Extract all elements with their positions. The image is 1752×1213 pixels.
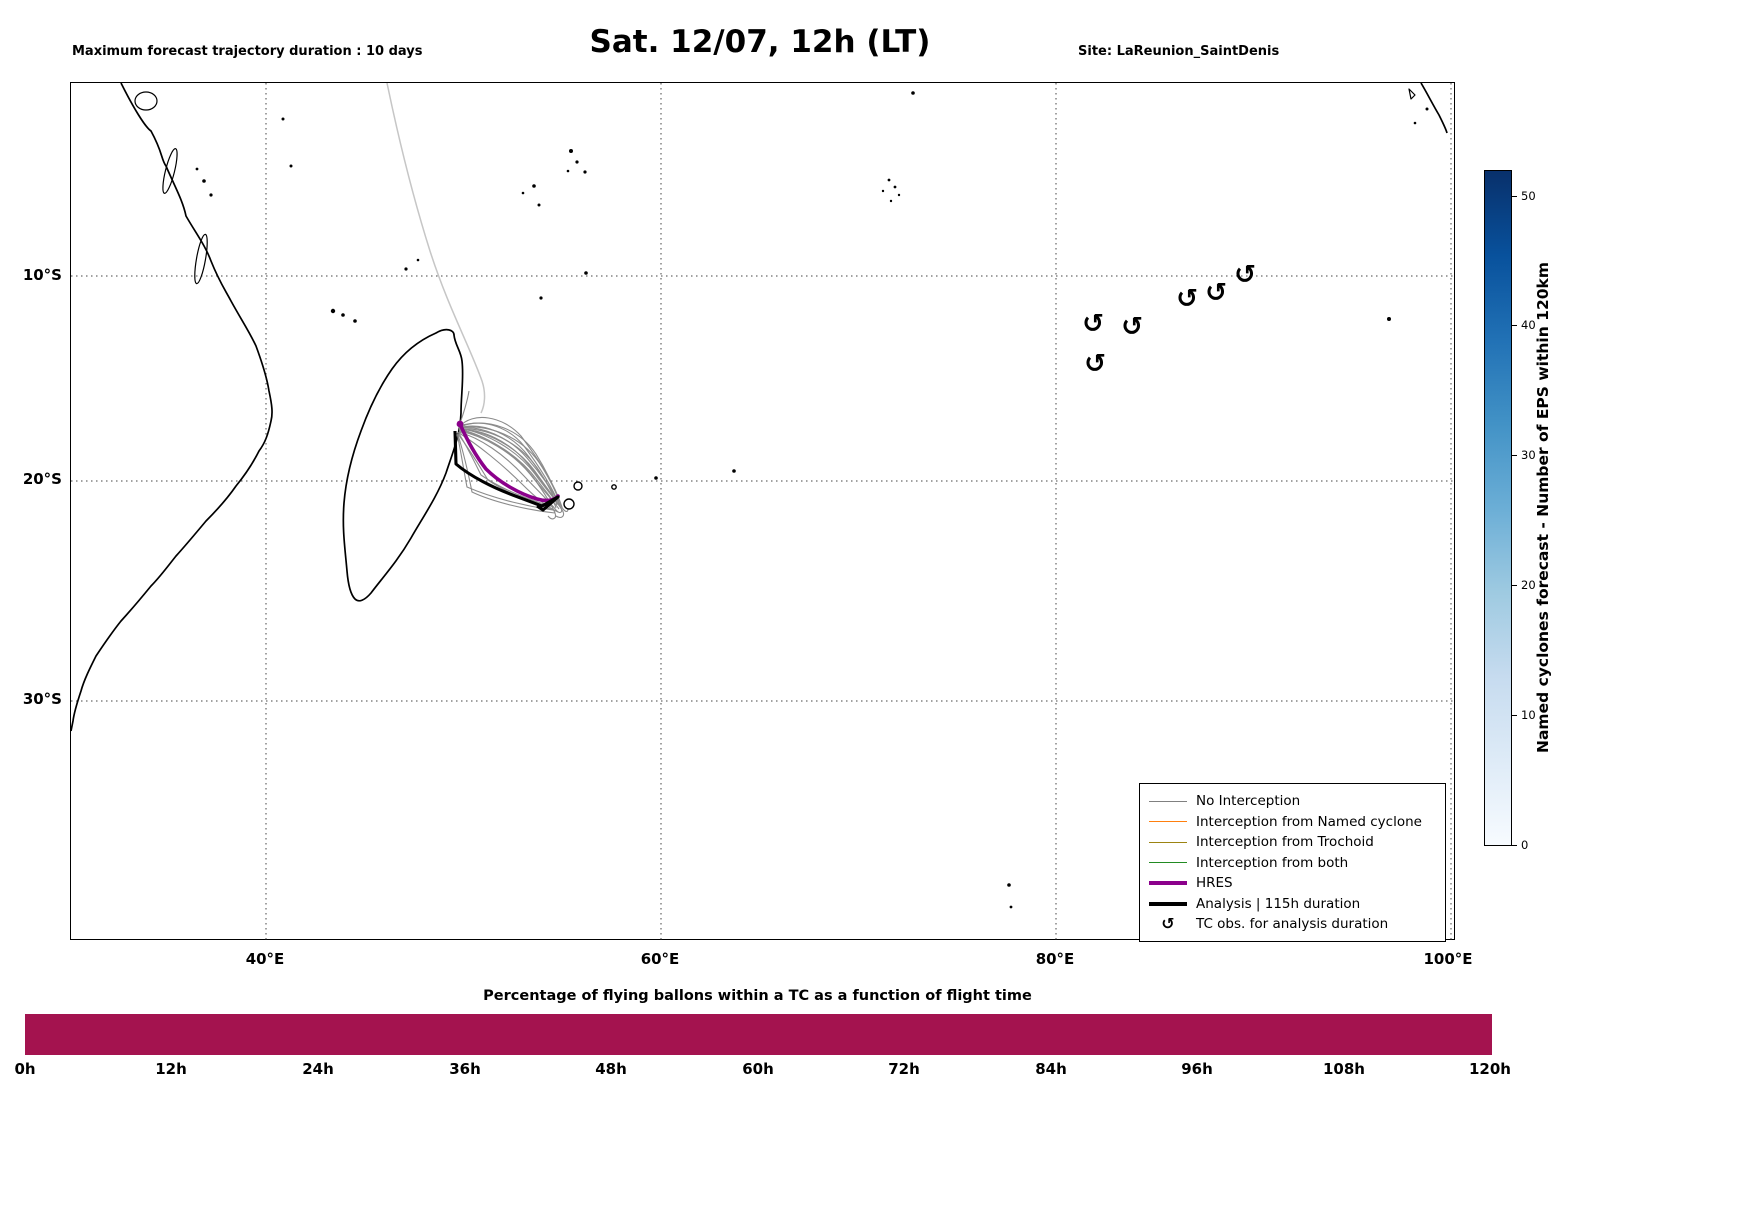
legend-item-trochoid: Interception from Trochoid — [1149, 832, 1435, 853]
flight-time-tick-12h: 12h — [155, 1060, 187, 1078]
flight-time-tick-120h: 120h — [1469, 1060, 1511, 1078]
reunion-island-outline — [563, 498, 575, 510]
flight-time-tick-72h: 72h — [888, 1060, 920, 1078]
bottom-chart-title: Percentage of flying ballons within a TC… — [483, 988, 1032, 1004]
mascarene-islands — [563, 481, 617, 510]
flight-time-tick-24h: 24h — [302, 1060, 334, 1078]
legend-line-olive — [1149, 841, 1187, 843]
colorbar-tick-40: 40 — [1521, 318, 1536, 332]
map-gridlines — [71, 83, 1456, 941]
colorbar-tick-20: 20 — [1521, 578, 1536, 592]
small-islands — [195, 91, 1429, 909]
flight-time-tick-108h: 108h — [1323, 1060, 1365, 1078]
hres-start-point — [456, 420, 464, 428]
trajectory-faint-north — [386, 83, 486, 414]
tc-obs-icon: ↺ — [1205, 278, 1227, 308]
legend-line-orange — [1149, 821, 1187, 823]
flight-time-tick-48h: 48h — [595, 1060, 627, 1078]
flight-time-tick-96h: 96h — [1181, 1060, 1213, 1078]
tc-obs-icon: ↺ — [1084, 349, 1106, 379]
site-name: Site: LaReunion_SaintDenis — [1078, 44, 1280, 59]
legend-line-green — [1149, 862, 1187, 864]
legend-item-named-cyclone: Interception from Named cyclone — [1149, 812, 1435, 833]
tc-observation-markers: ↺ ↺ ↺ ↺ ↺ ↺ — [1082, 260, 1256, 379]
tc-obs-legend-icon: ↺ — [1161, 914, 1175, 934]
lake-victoria-outline — [134, 91, 158, 111]
legend-item-hres: HRES — [1149, 873, 1435, 894]
colorbar-tick — [1512, 585, 1517, 587]
flight-time-tick-84h: 84h — [1035, 1060, 1067, 1078]
map-panel: ↺ ↺ ↺ ↺ ↺ ↺ No Interception Interception… — [70, 82, 1456, 942]
lake-tanganyika-outline — [162, 148, 178, 194]
legend-item-both: Interception from both — [1149, 853, 1435, 874]
colorbar-tick — [1512, 325, 1517, 327]
colorbar-axis-label: Named cyclones forecast - Number of EPS … — [1534, 262, 1552, 754]
tc-obs-icon: ↺ — [1121, 312, 1143, 342]
map-canvas: ↺ ↺ ↺ ↺ ↺ ↺ — [71, 83, 1456, 941]
flight-time-tick-36h: 36h — [449, 1060, 481, 1078]
param-duration: Maximum forecast trajectory duration : 1… — [72, 44, 423, 59]
map-legend: No Interception Interception from Named … — [1139, 783, 1446, 942]
lat-tick-10s: 10°S — [22, 266, 62, 284]
colorbar-tick — [1512, 715, 1517, 717]
legend-item-no-interception: No Interception — [1149, 791, 1435, 812]
tc-obs-icon: ↺ — [1234, 260, 1256, 290]
colorbar-tick — [1512, 455, 1517, 457]
flight-time-tick-0h: 0h — [14, 1060, 36, 1078]
colorbar-gradient — [1484, 170, 1512, 846]
legend-line-purple — [1149, 881, 1187, 886]
legend-line-gray — [1149, 800, 1187, 802]
madagascar-coastline — [342, 328, 464, 602]
coastlines — [71, 83, 1448, 732]
colorbar-tick — [1512, 845, 1517, 847]
lat-tick-20s: 20°S — [22, 470, 62, 488]
page-title: Sat. 12/07, 12h (LT) — [589, 24, 931, 60]
africa-coastline — [71, 83, 273, 732]
rodrigues-island-outline — [611, 484, 617, 490]
legend-item-tc-obs: ↺ TC obs. for analysis duration — [1149, 914, 1435, 935]
lake-malawi-outline — [194, 233, 208, 285]
mauritius-island-outline — [573, 481, 583, 491]
tc-percentage-bar — [25, 1014, 1492, 1055]
lon-tick-100e: 100°E — [1423, 950, 1473, 968]
colorbar-tick-50: 50 — [1521, 189, 1536, 203]
tc-obs-icon: ↺ — [1176, 284, 1198, 314]
legend-line-black — [1149, 901, 1187, 906]
colorbar-tick-30: 30 — [1521, 448, 1536, 462]
lon-tick-60e: 60°E — [640, 950, 680, 968]
tc-obs-icon: ↺ — [1082, 309, 1104, 339]
lon-tick-40e: 40°E — [245, 950, 285, 968]
colorbar-tick-10: 10 — [1521, 708, 1536, 722]
lon-tick-80e: 80°E — [1035, 950, 1075, 968]
colorbar-tick-0: 0 — [1521, 838, 1529, 852]
flight-time-tick-60h: 60h — [742, 1060, 774, 1078]
lat-tick-30s: 30°S — [22, 690, 62, 708]
colorbar-tick — [1512, 196, 1517, 198]
sumatra-coast-fragment — [1420, 83, 1448, 134]
legend-item-analysis: Analysis | 115h duration — [1149, 894, 1435, 915]
analysis-trajectory — [453, 430, 560, 512]
top-right-island — [1408, 88, 1416, 100]
